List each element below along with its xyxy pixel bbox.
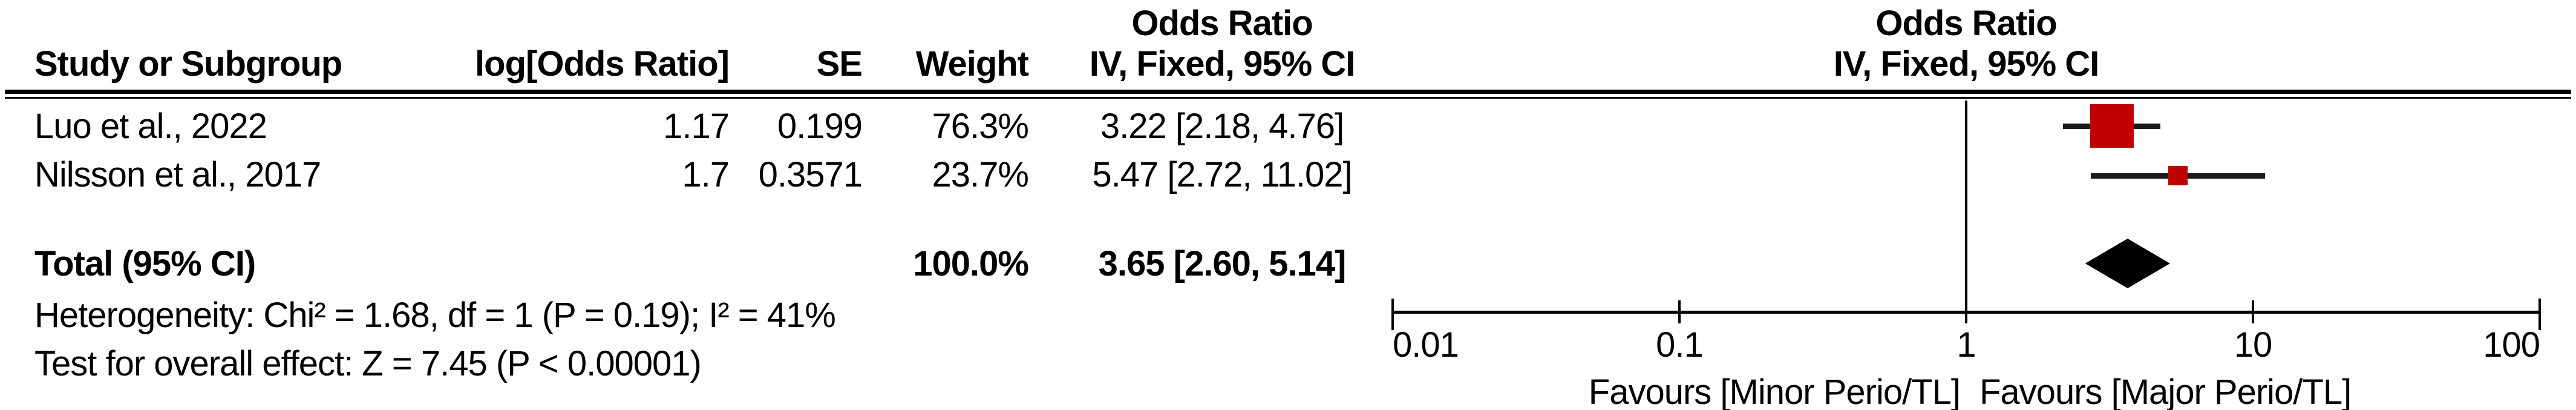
- col-header-weight: Weight: [915, 44, 1029, 84]
- x-axis-tick-label: 0.1: [1656, 325, 1704, 365]
- summary-diamond: [2085, 239, 2170, 288]
- x-axis-tick: [2538, 299, 2541, 330]
- plot-header-ci: IV, Fixed, 95% CI: [1833, 44, 2100, 84]
- col-header-study: Study or Subgroup: [34, 44, 342, 84]
- x-axis-tick: [1965, 300, 1967, 323]
- overall-effect-test: Test for overall effect: Z = 7.45 (P < 0…: [34, 344, 702, 383]
- col-header-log-or: log[Odds Ratio]: [475, 44, 730, 84]
- total-ci: 3.65 [2.60, 5.14]: [1098, 244, 1347, 283]
- x-axis-tick: [1678, 300, 1681, 323]
- header-separator-top: [5, 90, 2571, 94]
- header-separator-bottom: [5, 97, 2571, 99]
- study-ci: 5.47 [2.72, 11.02]: [1092, 155, 1352, 194]
- study-log-or: 1.7: [682, 155, 730, 194]
- null-effect-line: [1965, 101, 1967, 312]
- study-ci: 3.22 [2.18, 4.76]: [1100, 107, 1344, 146]
- study-weight-marker: [2168, 166, 2188, 185]
- study-log-or: 1.17: [663, 107, 730, 146]
- study-se: 0.3571: [758, 155, 863, 194]
- x-axis-tick: [1391, 299, 1394, 330]
- study-weight-marker: [2090, 104, 2134, 148]
- col-header-ci: IV, Fixed, 95% CI: [1089, 44, 1356, 84]
- study-weight: 23.7%: [932, 155, 1029, 194]
- study-name: Nilsson et al., 2017: [34, 155, 321, 194]
- favours-right-label: Favours [Major Perio/TL]: [1979, 372, 2352, 410]
- study-name: Luo et al., 2022: [34, 107, 267, 146]
- study-se: 0.199: [777, 107, 863, 146]
- plot-effect-title: Odds Ratio: [1875, 4, 2057, 43]
- favours-left-label: Favours [Minor Perio/TL]: [1588, 372, 1961, 410]
- x-axis-tick: [2252, 300, 2254, 323]
- study-weight: 76.3%: [932, 107, 1029, 146]
- col-header-se: SE: [816, 44, 863, 84]
- x-axis-tick-label: 1: [1957, 325, 1976, 365]
- heterogeneity-stats: Heterogeneity: Chi² = 1.68, df = 1 (P = …: [34, 296, 836, 335]
- total-label: Total (95% CI): [34, 244, 256, 283]
- x-axis-tick-label: 0.01: [1393, 325, 1459, 365]
- x-axis-tick-label: 10: [2234, 325, 2273, 365]
- table-effect-title: Odds Ratio: [1131, 4, 1313, 43]
- total-weight: 100.0%: [913, 244, 1029, 283]
- x-axis-tick-label: 100: [2483, 325, 2540, 365]
